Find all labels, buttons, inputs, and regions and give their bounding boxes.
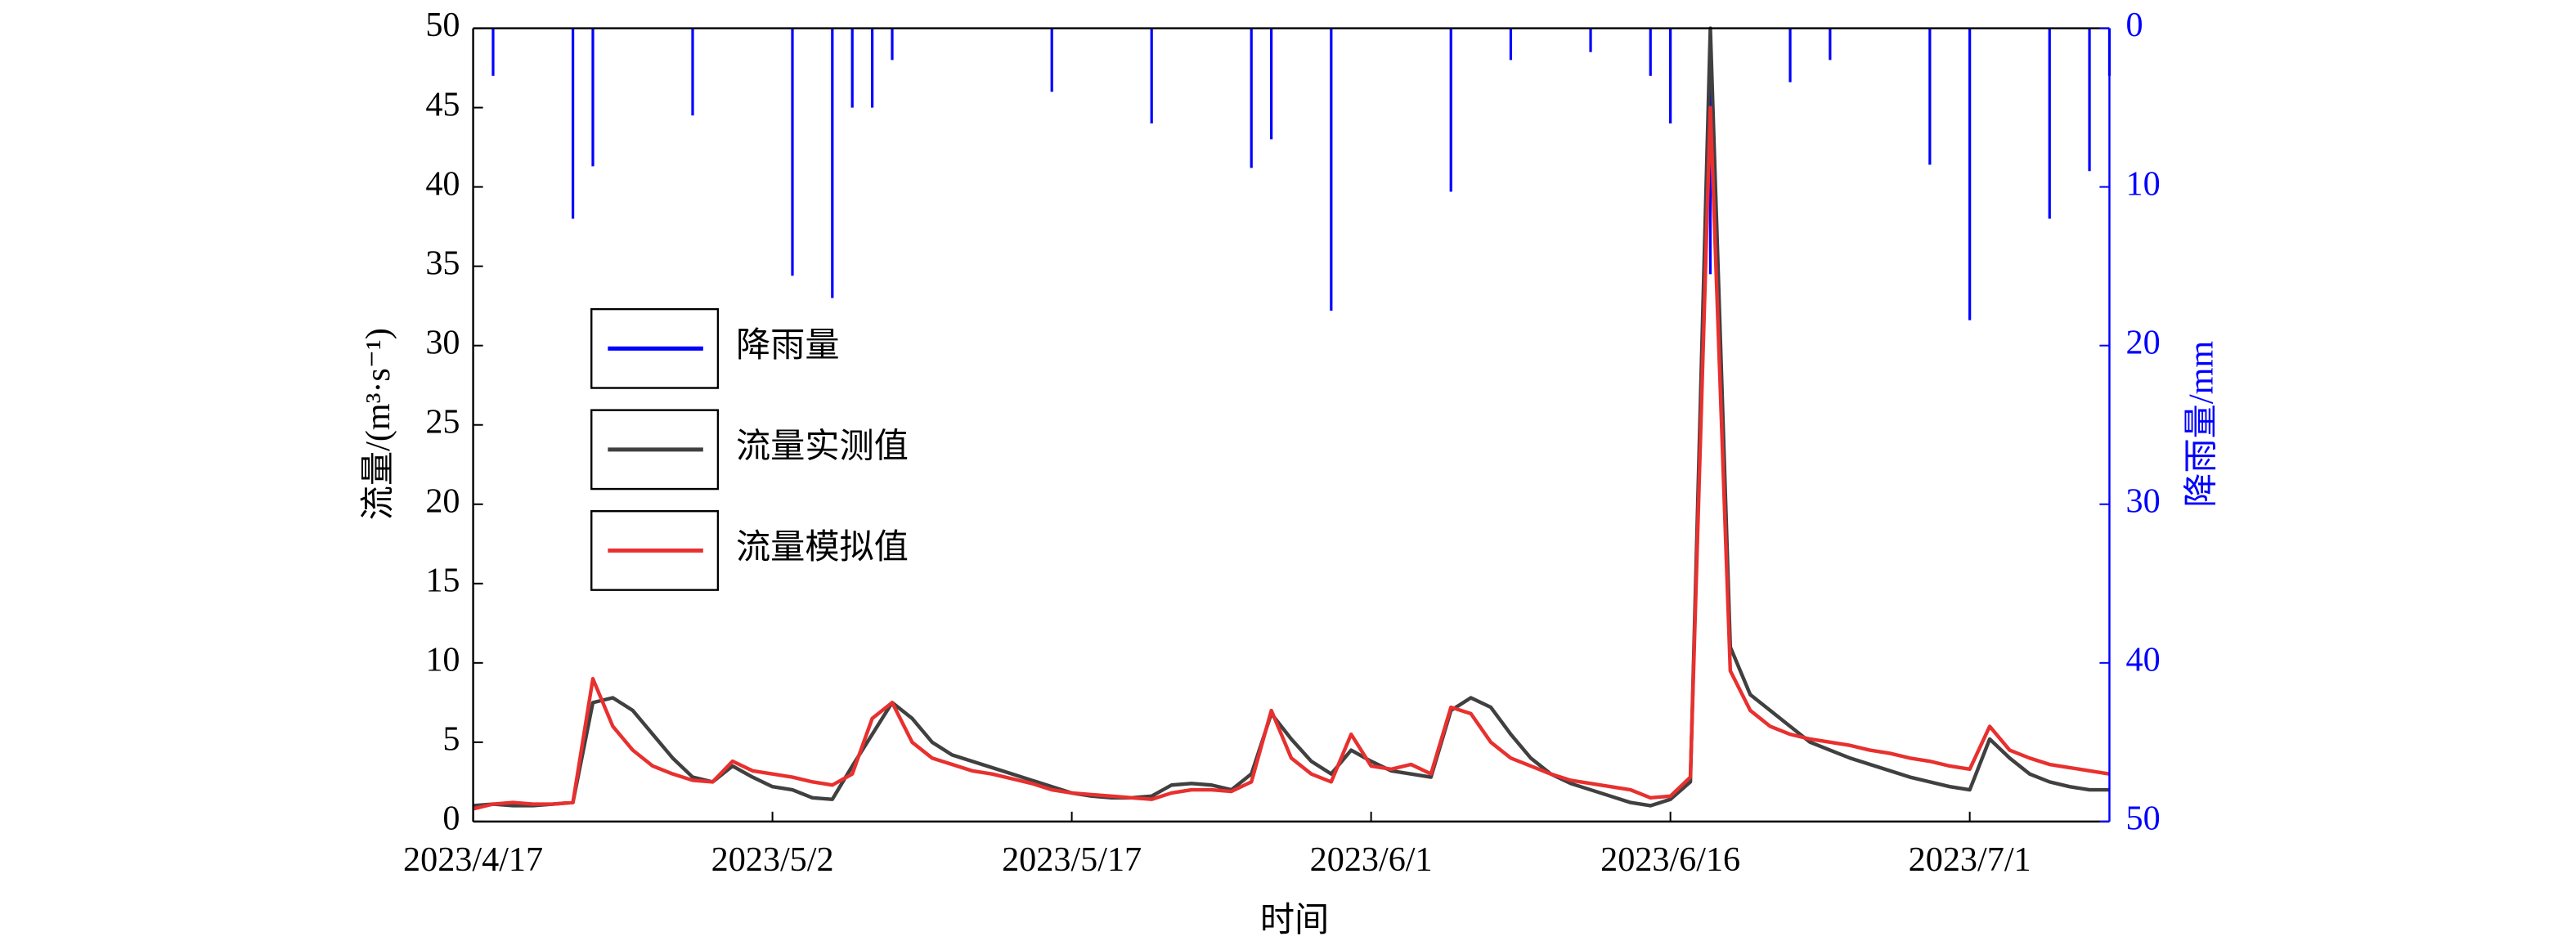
y-tick-label: 15: [425, 561, 460, 599]
y2-tick-label: 30: [2126, 482, 2161, 520]
y-tick-label: 35: [425, 244, 460, 282]
y2-tick-label: 0: [2126, 6, 2143, 44]
x-axis-label: 时间: [1260, 901, 1329, 939]
y-tick-label: 45: [425, 85, 460, 123]
flow-line: [473, 105, 2110, 811]
y-tick-label: 5: [442, 720, 460, 759]
y-tick-label: 30: [425, 323, 460, 361]
x-tick-label: 2023/5/2: [711, 840, 834, 879]
y-axis-label: 流量/(m³·s⁻¹): [359, 328, 397, 520]
y2-tick-label: 10: [2126, 164, 2161, 203]
y2-tick-label: 40: [2126, 641, 2161, 679]
y2-axis-label: 降雨量/mm: [2183, 341, 2221, 508]
x-tick-label: 2023/5/17: [1002, 840, 1142, 879]
y-tick-label: 25: [425, 402, 460, 441]
x-tick-label: 2023/7/1: [1909, 840, 2031, 879]
legend-label: 流量实测值: [736, 428, 909, 466]
y2-tick-label: 20: [2126, 323, 2161, 361]
y2-tick-label: 50: [2126, 800, 2161, 838]
flow-line: [473, 26, 2110, 808]
y-tick-label: 0: [442, 800, 460, 838]
y-tick-label: 50: [425, 6, 460, 44]
y-tick-label: 10: [425, 641, 460, 679]
x-tick-label: 2023/6/1: [1310, 840, 1433, 879]
y-tick-label: 20: [425, 482, 460, 520]
legend-label: 流量模拟值: [736, 528, 909, 567]
y-tick-label: 40: [425, 164, 460, 203]
legend-label: 降雨量: [736, 326, 840, 365]
x-tick-label: 2023/4/17: [403, 840, 543, 879]
x-tick-label: 2023/6/16: [1600, 840, 1740, 879]
